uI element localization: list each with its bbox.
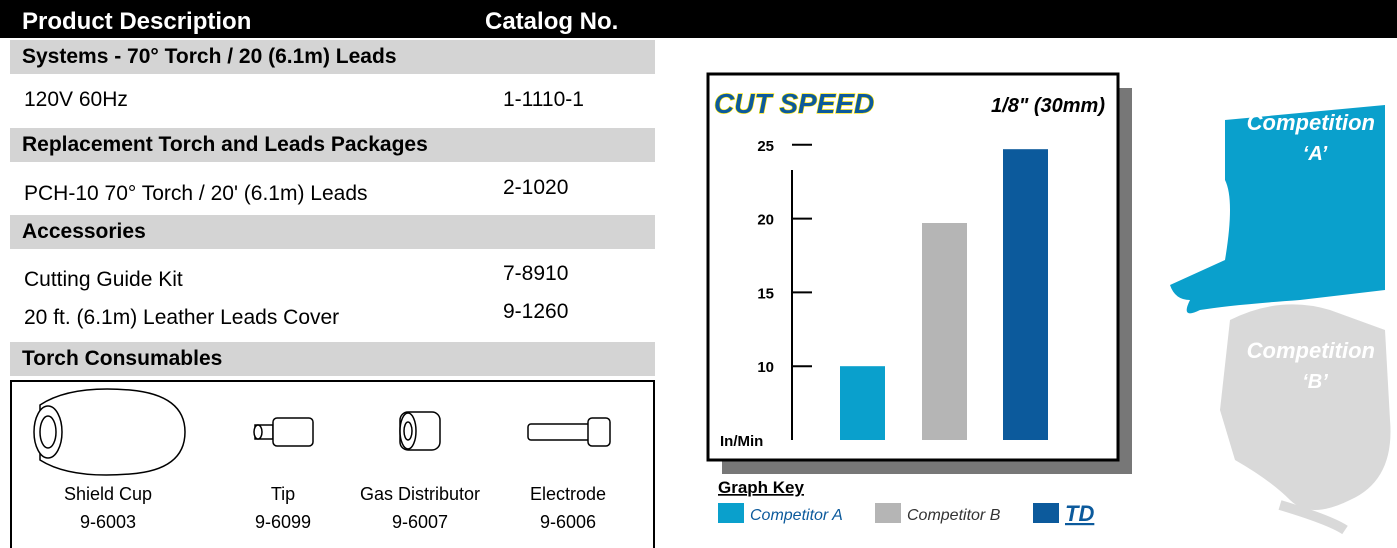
legend-title: Graph Key xyxy=(718,478,805,497)
competition-label: Competition xyxy=(1247,110,1375,135)
legend-swatch xyxy=(718,503,744,523)
competition-b-shape xyxy=(1220,304,1391,510)
competition-sub: ‘A’ xyxy=(1303,143,1328,165)
competition-sub: ‘B’ xyxy=(1302,371,1328,393)
consumable-name: Electrode xyxy=(529,484,607,504)
legend-swatch xyxy=(875,503,901,523)
item-description: 120V 60Hz xyxy=(24,88,128,111)
consumable-code: 9-6003 xyxy=(79,512,137,532)
legend-swatch xyxy=(1033,503,1059,523)
consumable-name: Tip xyxy=(270,484,296,504)
consumable-code: 9-6099 xyxy=(254,512,312,532)
legend-logo: TD xyxy=(1065,501,1094,526)
section-header: Torch Consumables xyxy=(10,342,655,376)
shield-cup-hole xyxy=(39,415,57,449)
catalog-number: 1-1110-1 xyxy=(503,88,584,111)
item-description: 20 ft. (6.1m) Leather Leads Cover xyxy=(24,306,340,329)
y-tick-label: 10 xyxy=(757,359,774,376)
competition-a-shape xyxy=(1170,105,1385,314)
consumable-code: 9-6007 xyxy=(391,512,449,532)
y-tick-label: 20 xyxy=(757,212,774,229)
chart-frame xyxy=(706,72,1120,462)
item-description: Cutting Guide Kit xyxy=(24,268,183,291)
competition-b-lead xyxy=(1278,500,1348,535)
header-catalog: Catalog No. xyxy=(485,8,619,35)
bar xyxy=(840,366,885,440)
electrode-head xyxy=(587,417,611,447)
shield-cup-icon xyxy=(39,388,186,476)
competition-label: Competition xyxy=(1247,338,1375,363)
bar xyxy=(922,223,967,440)
bar xyxy=(1003,149,1048,440)
chart-subtitle: 1/8" (30mm) xyxy=(991,95,1105,117)
chart-title: CUT SPEED xyxy=(714,88,874,119)
y-axis-label: In/Min xyxy=(720,433,763,450)
section-header: Systems - 70° Torch / 20 (6.1m) Leads xyxy=(10,40,655,74)
header-description: Product Description xyxy=(22,8,252,35)
legend-label: Competitor B xyxy=(907,507,1001,524)
electrode-icon xyxy=(527,423,591,441)
consumable-name: Shield Cup xyxy=(63,484,153,504)
y-tick-label: 25 xyxy=(757,138,774,155)
tip-body xyxy=(272,417,314,447)
consumables-box xyxy=(10,380,655,548)
section-header: Accessories xyxy=(10,215,655,249)
icons xyxy=(33,388,611,476)
catalog-number: 9-1260 xyxy=(503,300,569,323)
y-tick-label: 15 xyxy=(757,285,774,302)
tip-face xyxy=(253,424,263,440)
legend-label: Competitor A xyxy=(750,507,843,524)
item-description: PCH-10 70° Torch / 20' (6.1m) Leads xyxy=(24,182,368,205)
section-header: Replacement Torch and Leads Packages xyxy=(10,128,655,162)
catalog-number: 7-8910 xyxy=(503,262,569,285)
gas-distributor-hole xyxy=(403,421,413,441)
consumable-name: Gas Distributor xyxy=(359,484,481,504)
header-bar xyxy=(0,0,1397,38)
consumable-code: 9-6006 xyxy=(539,512,597,532)
catalog-number: 2-1020 xyxy=(503,176,569,199)
